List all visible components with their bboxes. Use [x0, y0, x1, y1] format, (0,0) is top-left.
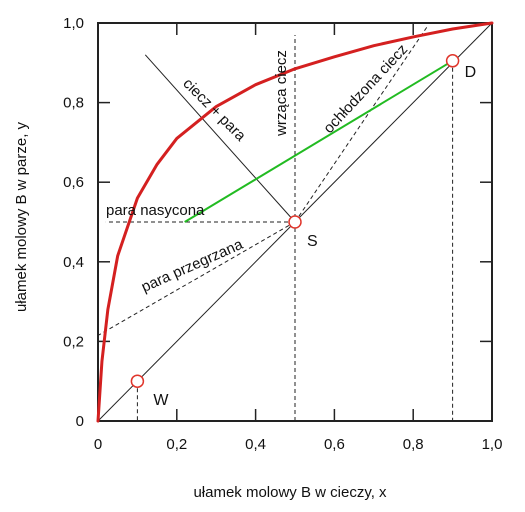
point-label-d: D — [465, 64, 477, 81]
q-line-ciecz-para — [144, 54, 296, 223]
y-tick-label: 0,8 — [63, 95, 84, 112]
y-axis-label: ułamek molowy B w parze, y — [13, 121, 30, 312]
annotation-ciecz-para: ciecz + para — [179, 75, 249, 145]
point-label-s: S — [307, 233, 318, 250]
point-label-w: W — [153, 392, 169, 409]
operating-line — [184, 59, 454, 223]
point-w — [130, 374, 145, 388]
plot-area: 0 0,2 0,4 0,6 0,8 1,0 0 0,2 0,4 0,6 0,8 1,0 W S D — [63, 15, 502, 453]
annotations: wrząca ciecz ciecz + para ochłodzona cie… — [106, 41, 411, 296]
y-tick-label: 0,4 — [63, 254, 84, 271]
y-tick-label: 1,0 — [63, 15, 84, 32]
x-tick-label: 0,6 — [324, 436, 345, 453]
x-tick-label: 0,4 — [245, 436, 266, 453]
point-s — [288, 215, 302, 229]
annotation-para-przegrzana: para przegrzana — [139, 236, 246, 296]
q-line-ochlodzona-ciecz — [294, 26, 428, 223]
x-tick-label: 1,0 — [482, 436, 503, 453]
x-tick-label: 0,8 — [403, 436, 424, 453]
q-line-para-przegrzana — [97, 221, 296, 336]
x-tick-label: 0,2 — [166, 436, 187, 453]
x-tick-label: 0 — [94, 436, 102, 453]
y-tick-label: 0,2 — [63, 333, 84, 350]
y-tick-label: 0,6 — [63, 174, 84, 191]
equilibrium-curve — [96, 21, 494, 423]
annotation-wrzaca-ciecz: wrząca ciecz — [273, 50, 290, 137]
y-tick-label: 0 — [76, 413, 84, 430]
point-d — [445, 54, 460, 68]
x-axis-label: ułamek molowy B w cieczy, x — [193, 484, 387, 501]
annotation-para-nasycona: para nasycona — [106, 202, 205, 219]
annotation-ochlodzona-ciecz: ochłodzona ciecz — [320, 41, 411, 137]
